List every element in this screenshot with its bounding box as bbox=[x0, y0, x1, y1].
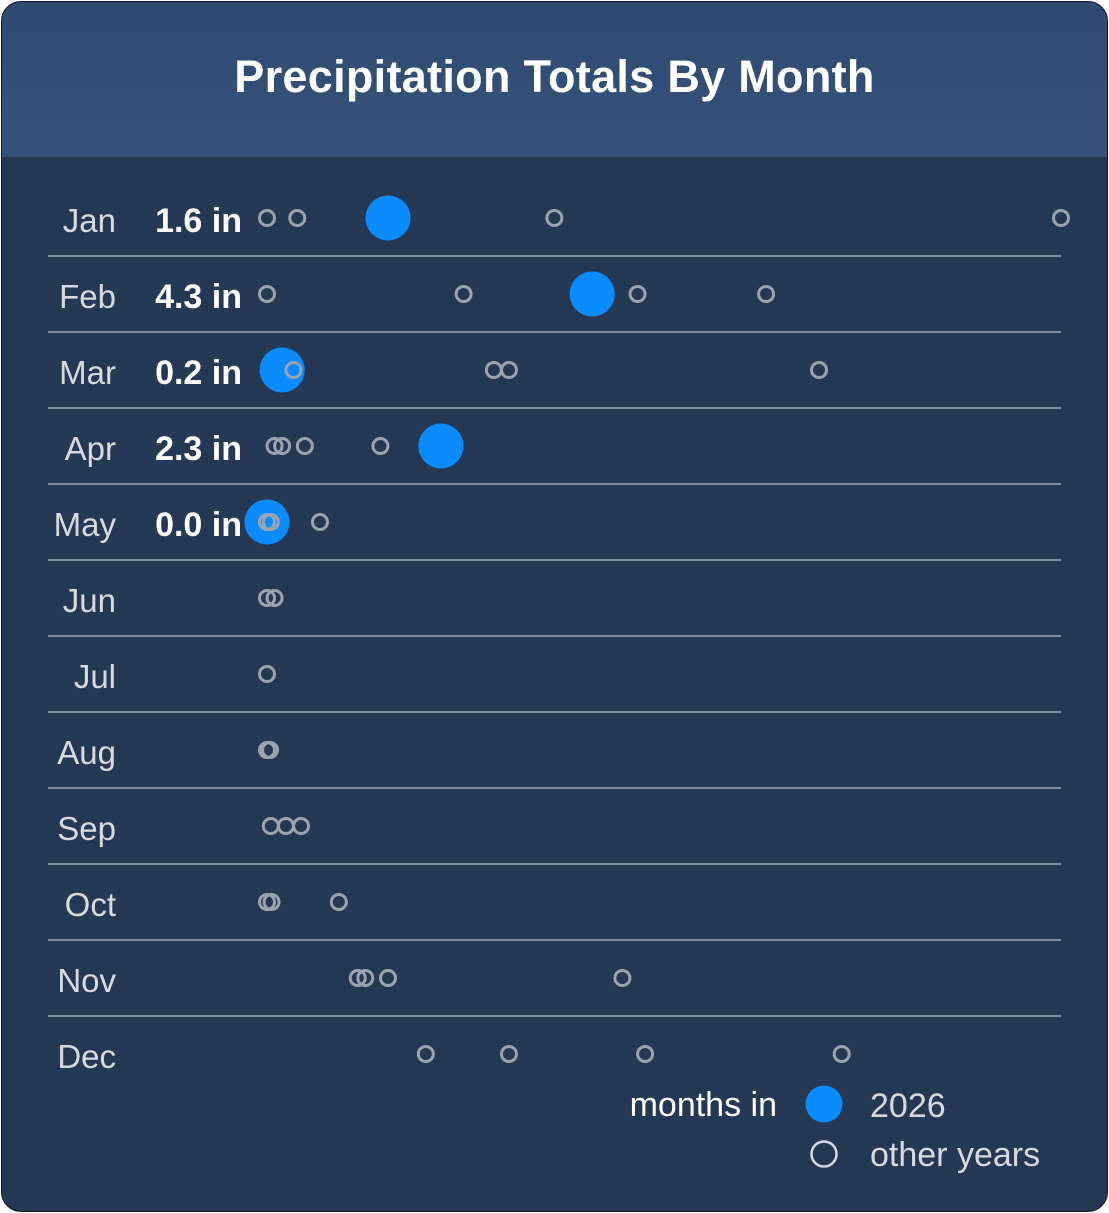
legend-other-label: other years bbox=[870, 1136, 1040, 1174]
other-year-point-feb-3 bbox=[757, 285, 776, 303]
other-year-point-mar-1 bbox=[484, 361, 503, 379]
month-label-nov: Nov bbox=[57, 962, 116, 999]
month-label-apr: Apr bbox=[65, 430, 116, 467]
current-year-point-mar bbox=[259, 347, 305, 393]
current-year-point-apr bbox=[418, 423, 464, 469]
current-year-point-jan bbox=[365, 195, 411, 241]
other-year-point-may-2 bbox=[310, 513, 329, 531]
month-label-jul: Jul bbox=[74, 658, 116, 695]
month-label-oct: Oct bbox=[65, 886, 116, 923]
legend-current-marker bbox=[805, 1085, 843, 1123]
month-label-sep: Sep bbox=[57, 810, 116, 847]
legend-prefix: months in bbox=[630, 1086, 777, 1124]
value-label-feb: 4.3 in bbox=[155, 278, 242, 316]
legend-current-label: 2026 bbox=[870, 1087, 946, 1125]
other-year-point-oct-2 bbox=[329, 893, 348, 911]
other-year-point-jun-1 bbox=[265, 589, 284, 607]
chart-header: Precipitation Totals By Month bbox=[2, 2, 1107, 157]
month-label-feb: Feb bbox=[59, 278, 116, 315]
other-year-point-dec-2 bbox=[636, 1045, 655, 1063]
other-year-point-sep-2 bbox=[292, 817, 311, 835]
month-label-aug: Aug bbox=[57, 734, 116, 771]
other-year-point-feb-0 bbox=[258, 285, 276, 303]
other-year-point-oct-1 bbox=[262, 893, 281, 911]
other-year-point-apr-2 bbox=[295, 437, 314, 455]
month-label-jan: Jan bbox=[63, 202, 116, 239]
other-year-point-mar-0 bbox=[284, 361, 303, 379]
other-year-point-apr-1 bbox=[273, 437, 292, 455]
other-year-point-may-1 bbox=[261, 513, 280, 531]
other-year-point-jan-1 bbox=[288, 209, 307, 227]
current-year-point-feb bbox=[569, 271, 615, 317]
value-label-apr: 2.3 in bbox=[155, 430, 242, 468]
other-year-point-apr-3 bbox=[371, 437, 390, 455]
current-year-point-may bbox=[244, 499, 290, 545]
other-year-point-sep-1 bbox=[276, 817, 295, 835]
month-label-dec: Dec bbox=[57, 1038, 116, 1075]
other-year-point-jan-3 bbox=[1052, 209, 1070, 227]
other-year-point-dec-0 bbox=[416, 1045, 435, 1063]
value-label-jan: 1.6 in bbox=[155, 202, 242, 240]
other-year-point-nov-0 bbox=[348, 969, 367, 987]
other-year-point-jan-2 bbox=[545, 209, 564, 227]
other-year-point-dec-3 bbox=[832, 1045, 851, 1063]
other-year-point-feb-1 bbox=[454, 285, 473, 303]
other-year-point-nov-3 bbox=[613, 969, 632, 987]
other-year-point-jan-0 bbox=[258, 209, 276, 227]
other-year-point-nov-1 bbox=[356, 969, 375, 987]
other-year-point-sep-0 bbox=[261, 817, 280, 835]
month-label-jun: Jun bbox=[63, 582, 116, 619]
other-year-point-jul-0 bbox=[258, 665, 276, 683]
value-label-mar: 0.2 in bbox=[155, 354, 242, 392]
other-year-point-apr-0 bbox=[265, 437, 284, 455]
month-label-mar: Mar bbox=[59, 354, 116, 391]
other-year-point-nov-2 bbox=[378, 969, 397, 987]
value-label-may: 0.0 in bbox=[155, 506, 242, 544]
month-label-may: May bbox=[54, 506, 117, 543]
other-year-point-feb-2 bbox=[628, 285, 647, 303]
legend-other-marker bbox=[810, 1140, 838, 1168]
other-year-point-aug-1 bbox=[261, 741, 280, 759]
other-year-point-mar-3 bbox=[810, 361, 829, 379]
other-year-point-jun-0 bbox=[258, 589, 276, 607]
other-year-point-dec-1 bbox=[499, 1045, 518, 1063]
chart-title: Precipitation Totals By Month bbox=[234, 50, 875, 102]
other-year-point-mar-2 bbox=[499, 361, 518, 379]
